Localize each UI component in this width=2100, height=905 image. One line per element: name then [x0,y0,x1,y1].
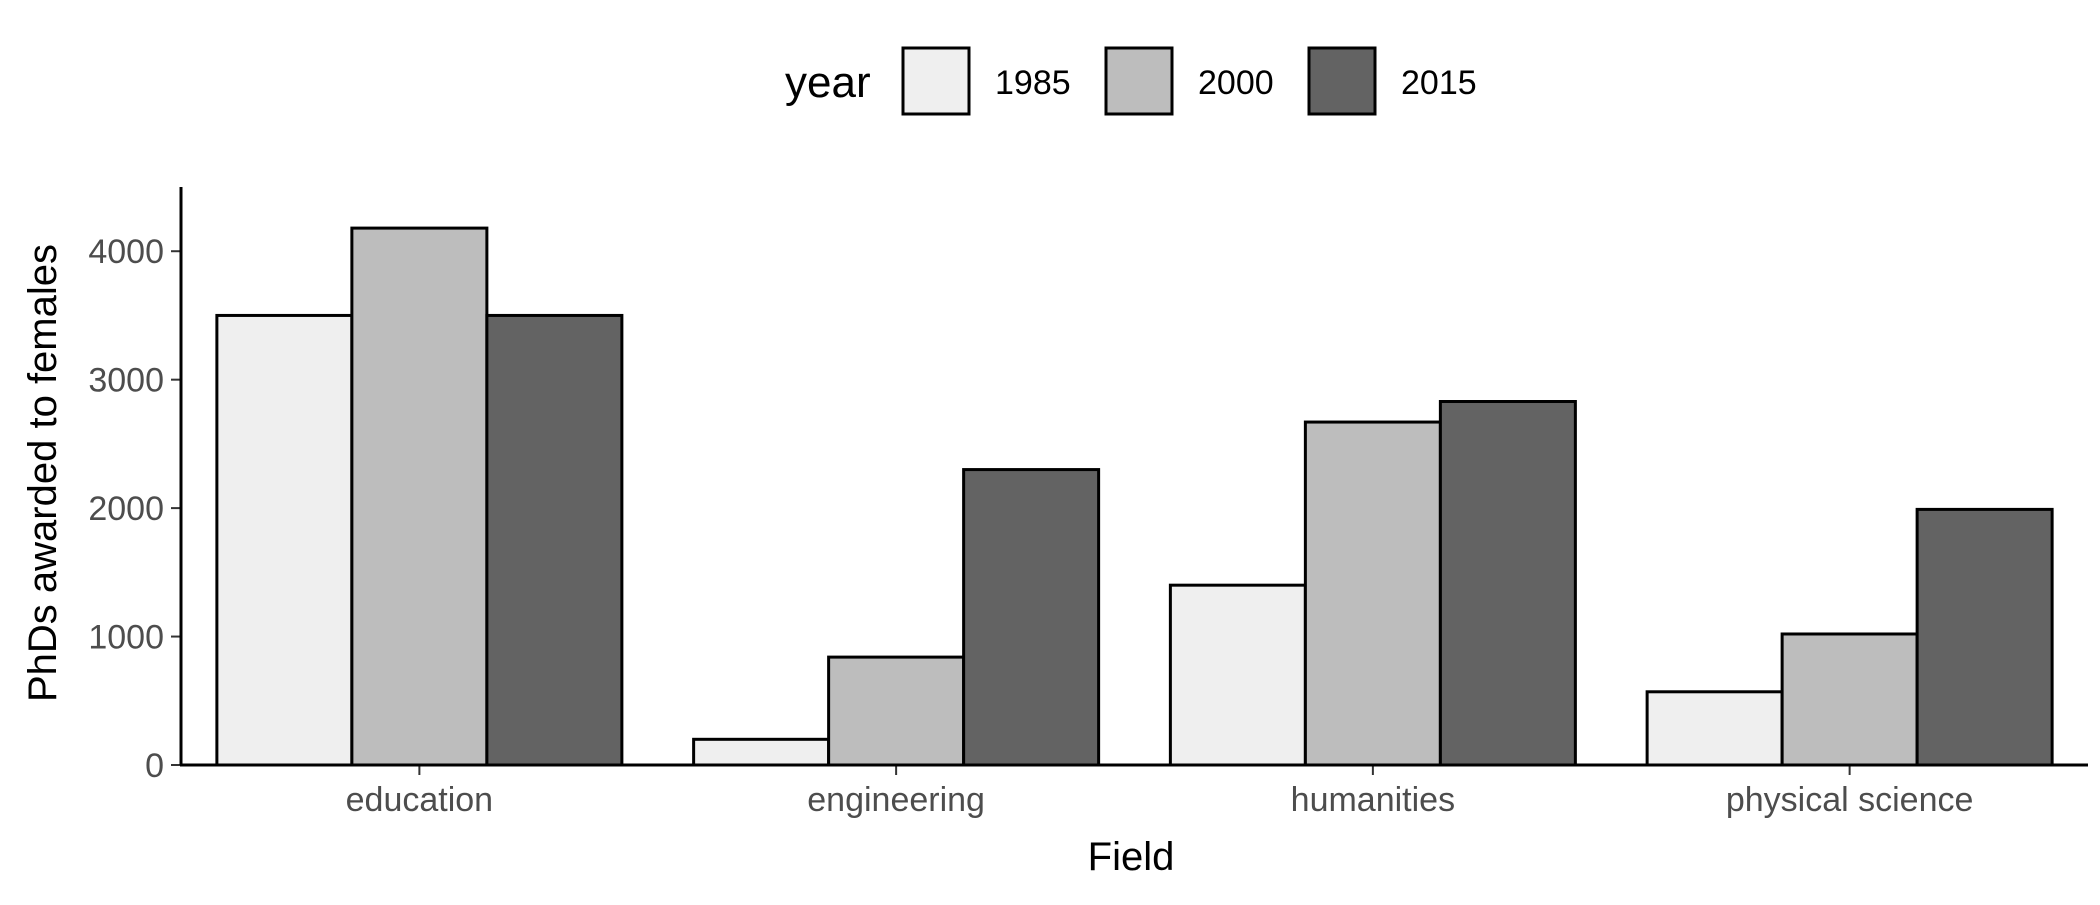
y-tick-label: 4000 [88,233,164,271]
y-axis-label: PhDs awarded to females [21,244,65,702]
bar-engineering-2015 [962,468,1101,767]
x-tick-label: humanities [1291,781,1455,819]
bars [215,226,2054,767]
bar-engineering-1985 [692,737,831,767]
y-tick-label: 0 [145,747,164,785]
bar-physical-science-2015 [1915,507,2054,767]
legend-title: year [785,58,871,107]
legend-items: 1985 2000 2015 [901,46,1477,116]
legend-swatch-1985 [901,46,971,116]
legend-label-2015: 2015 [1401,64,1477,102]
legend-swatch-2000 [1104,46,1174,116]
x-tick-label: physical science [1726,781,1974,819]
legend-label-2000: 2000 [1198,64,1274,102]
y-tick-label: 3000 [88,362,164,400]
bar-education-2000 [350,226,489,767]
y-axis-ticks: 0 1000 2000 3000 4000 [88,233,181,785]
x-axis-label: Field [1088,835,1175,879]
bar-humanities-2000 [1303,420,1442,767]
y-tick-label: 2000 [88,490,164,528]
bar-education-2015 [485,313,624,767]
legend: year 1985 2000 2015 [785,46,1477,116]
x-axis-ticks: education engineering humanities physical s… [346,765,1974,819]
bar-humanities-2015 [1438,400,1577,767]
legend-swatch-2015 [1307,46,1377,116]
bar-engineering-2000 [827,655,966,767]
bar-physical-science-2000 [1780,632,1919,767]
x-tick-label: engineering [807,781,985,819]
bar-education-1985 [215,313,354,767]
x-tick-label: education [346,781,493,819]
bar-physical-science-1985 [1645,690,1784,767]
bar-humanities-1985 [1168,583,1307,767]
legend-label-1985: 1985 [995,64,1071,102]
y-tick-label: 1000 [88,619,164,657]
